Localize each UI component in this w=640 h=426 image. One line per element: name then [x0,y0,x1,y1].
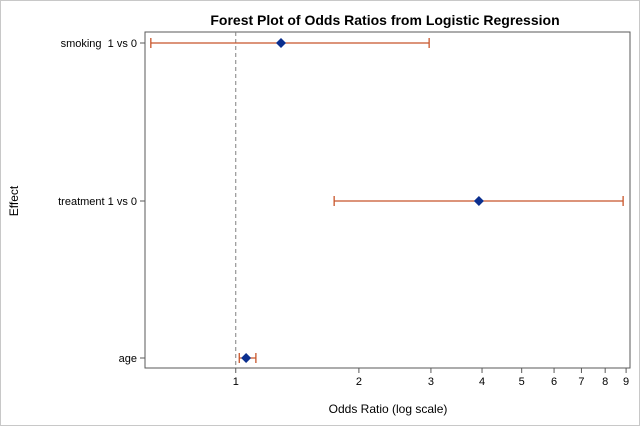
effect-label: smoking 1 vs 0 [61,38,137,50]
odds-ratio-marker [275,38,286,48]
x-tick-label: 7 [578,376,584,388]
odds-ratio-marker [241,353,252,363]
plot-area [144,31,631,369]
confidence-intervals [150,38,624,363]
x-tick-label: 6 [551,376,557,388]
effect-label: age [119,353,137,365]
x-tick-label: 9 [623,376,629,388]
x-tick-label: 1 [233,376,239,388]
y-axis-label: Effect [7,185,21,216]
effect-label: treatment 1 vs 0 [58,196,137,208]
y-axis: smoking 1 vs 0 treatment 1 vs 0 age [58,38,145,365]
odds-ratio-points [241,38,484,363]
x-tick-label: 4 [479,376,485,388]
x-tick-label: 3 [428,376,434,388]
x-axis-label: Odds Ratio (log scale) [329,402,448,416]
x-axis: 1 2 3 4 5 6 7 8 9 [233,368,629,388]
chart-title: Forest Plot of Odds Ratios from Logistic… [210,12,559,28]
x-tick-label: 8 [602,376,608,388]
x-tick-label: 5 [519,376,525,388]
x-tick-label: 2 [356,376,362,388]
odds-ratio-marker [473,196,484,206]
